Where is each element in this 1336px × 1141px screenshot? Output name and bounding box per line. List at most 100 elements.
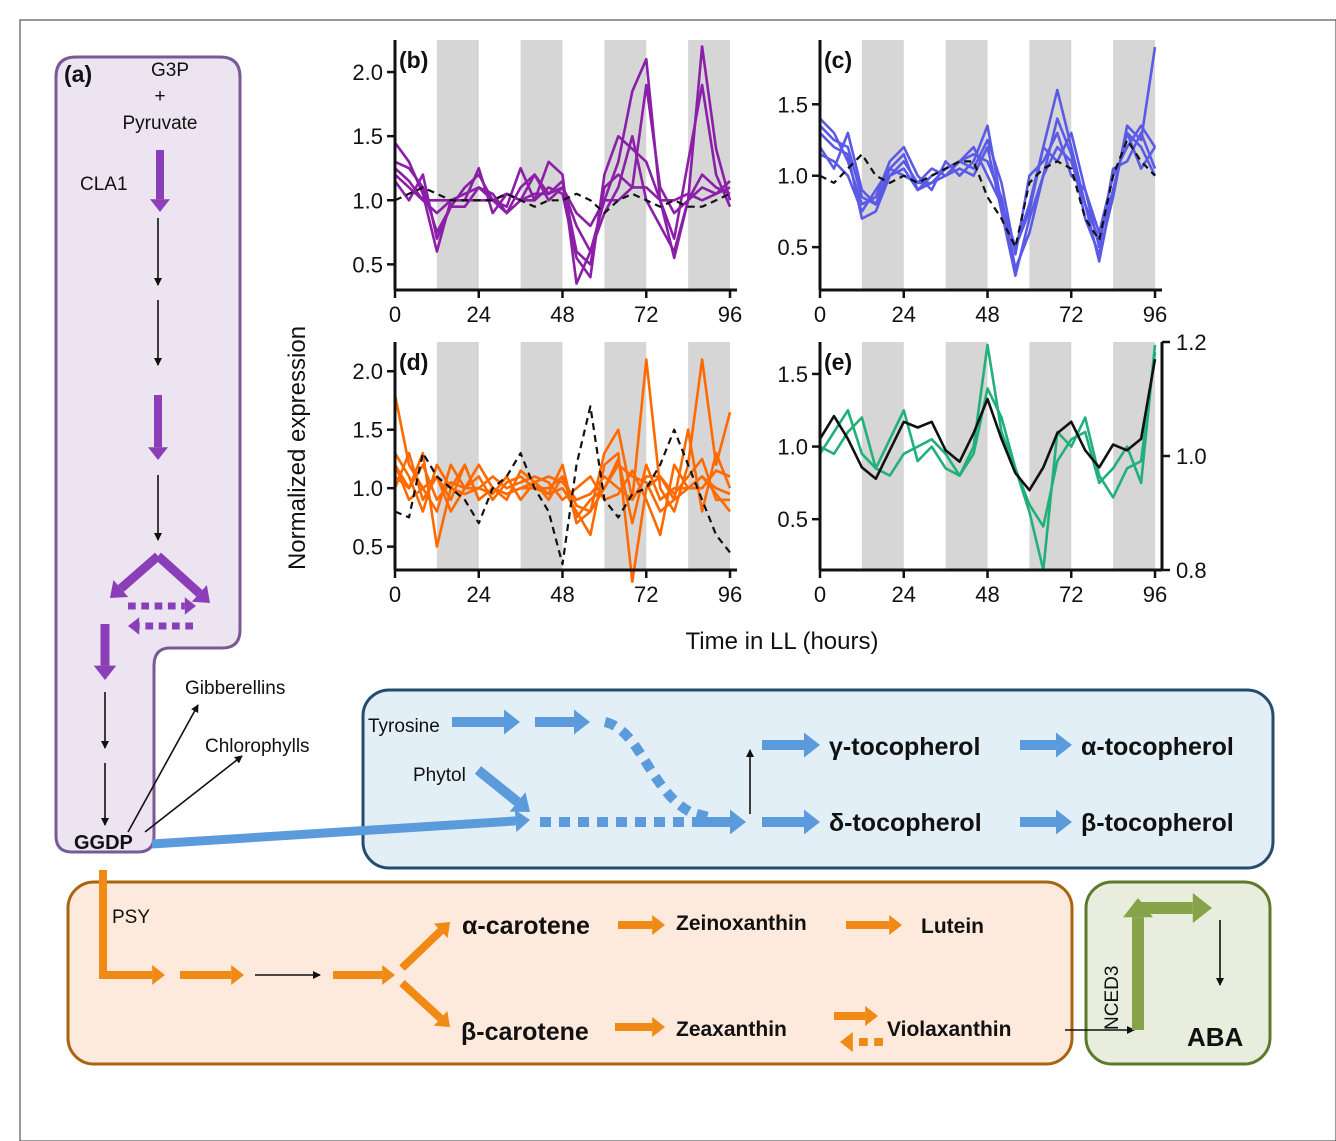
x-tick-label: 0 <box>389 582 401 607</box>
plus-label: + <box>154 86 165 107</box>
figure-border <box>19 19 1336 1141</box>
panel-label-a: (a) <box>64 61 92 87</box>
panel-label-c: (c) <box>824 47 852 73</box>
branch-arrow-right <box>154 552 210 603</box>
gamma-tocopherol-arrow <box>762 732 820 758</box>
branch-arrow-right-shaft <box>154 552 203 597</box>
dark-period-band <box>688 40 731 290</box>
series-line <box>819 46 1157 270</box>
x-tick-label: 24 <box>467 582 491 607</box>
dark-period-band <box>436 40 479 290</box>
dark-period-band <box>1029 342 1072 570</box>
x-tick-label: 72 <box>1059 582 1083 607</box>
series-line-dashed <box>394 186 731 215</box>
beta-carotene-label: β-carotene <box>461 1018 589 1046</box>
y-tick-label: 0.5 <box>777 507 808 532</box>
delta-to-beta-arrow-head <box>1056 809 1072 835</box>
y-tick-label: 0.5 <box>352 535 383 560</box>
delta-to-beta-arrow <box>1020 809 1072 835</box>
ggdp-to-tocopherol-arrow-shaft <box>151 816 516 849</box>
y-axis-title: Normalized expression <box>284 326 311 570</box>
alpha-to-zeinoxanthin-arrow <box>618 915 665 935</box>
gamma-to-alpha-arrow-head <box>1056 732 1072 758</box>
violaxanthin-to-zeaxanthin-arrow-head <box>840 1032 853 1052</box>
y-tick-label: 0.5 <box>352 252 383 277</box>
tyrosine-label: Tyrosine <box>368 716 440 737</box>
x-tick-label: 96 <box>1143 582 1167 607</box>
x-tick-label: 96 <box>718 582 742 607</box>
carotenoid-step-arrow <box>180 965 244 985</box>
x-tick-label: 72 <box>634 302 658 327</box>
tyrosine-arrow <box>452 709 520 735</box>
branch-arrow-left-head <box>110 580 129 598</box>
alpha-branch-arrow-head <box>433 922 450 939</box>
y2-tick-label: 1.0 <box>1176 444 1207 469</box>
tocopherol-box <box>361 688 1275 870</box>
alpha-tocopherol-label: α-tocopherol <box>1081 733 1234 761</box>
psy-arrow <box>99 965 165 985</box>
x-tick-label: 48 <box>975 582 999 607</box>
isomerase-arrow-forward-head <box>184 597 196 615</box>
x-tick-label: 0 <box>814 302 826 327</box>
beta-branch-arrow-head <box>433 1010 450 1027</box>
carotenoid-step-arrow-head <box>382 965 395 985</box>
carotenoid-step-arrow <box>333 965 395 985</box>
series-line <box>818 358 1157 492</box>
series-line <box>819 131 1157 278</box>
mep-step-arrow-bold-head <box>148 447 168 460</box>
zeaxanthin-label: Zeaxanthin <box>676 1018 787 1041</box>
dark-period-band <box>436 342 479 570</box>
chart-panel-b: 0 24 48 72 96 0.5 1.0 1.5 2.0 (b) <box>352 40 742 327</box>
series-line <box>393 457 731 525</box>
x-tick-label: 48 <box>975 302 999 327</box>
delta-tocopherol-arrow <box>762 809 820 835</box>
alpha-branch-arrow <box>399 922 450 971</box>
mep-to-ggdp-arrow-head <box>93 665 117 680</box>
panel-label-d: (d) <box>399 349 428 375</box>
x-tick-label: 24 <box>467 302 491 327</box>
gamma-tocopherol-arrow-head <box>804 732 820 758</box>
series-line <box>393 358 732 525</box>
dark-period-band <box>1113 342 1156 570</box>
x-tick-label: 0 <box>814 582 826 607</box>
zeaxanthin-to-violaxanthin-arrow <box>834 1006 878 1026</box>
isomerase-arrow-back <box>128 617 193 635</box>
y2-tick-label: 0.8 <box>1176 558 1207 583</box>
tyrosine-arrow-head <box>504 709 520 735</box>
branch-arrow-left-shaft <box>117 552 161 592</box>
beta-branch-arrow-shaft <box>399 980 444 1022</box>
aba-step-arrow <box>1138 893 1212 923</box>
y-tick-label: 1.5 <box>352 418 383 443</box>
zeinoxanthin-to-lutein-arrow-head <box>889 915 902 935</box>
x-axis-title: Time in LL (hours) <box>686 628 879 655</box>
isomerase-arrow-back-head <box>128 617 140 635</box>
ggdp-label: GGDP <box>74 832 133 854</box>
y-tick-label: 1.0 <box>777 164 808 189</box>
aba-label: ABA <box>1187 1022 1244 1052</box>
phytol-arrow-shaft <box>474 766 521 806</box>
alpha-carotene-label: α-carotene <box>462 912 590 940</box>
y-tick-label: 1.0 <box>352 188 383 213</box>
panel-label-b: (b) <box>399 47 428 73</box>
gamma-tocopherol-label: γ-tocopherol <box>829 733 980 761</box>
chlorophylls-label: Chlorophylls <box>205 736 310 757</box>
dark-period-band <box>688 342 731 570</box>
y-tick-label: 2.0 <box>352 60 383 85</box>
tyrosine-dashed-path <box>603 717 714 823</box>
violaxanthin-to-zeaxanthin-arrow <box>840 1032 883 1052</box>
psy-label: PSY <box>112 907 150 928</box>
beta-tocopherol-label: β-tocopherol <box>1081 809 1234 837</box>
aba-step-arrow-head <box>1192 893 1212 923</box>
beta-branch-arrow <box>399 980 450 1027</box>
x-tick-label: 48 <box>550 302 574 327</box>
dark-period-band <box>520 40 563 290</box>
x-tick-label: 96 <box>718 302 742 327</box>
ggdp-to-tocopherol-arrow-head <box>514 809 530 833</box>
alpha-branch-arrow-shaft <box>399 927 444 971</box>
dark-period-band <box>861 40 904 290</box>
lutein-label: Lutein <box>921 915 984 938</box>
y2-tick-label: 1.2 <box>1176 330 1207 355</box>
mep-to-ggdp-arrow <box>93 624 117 680</box>
chart-panel-d: 0 24 48 72 96 0.5 1.0 1.5 2.0 (d) <box>352 342 742 607</box>
